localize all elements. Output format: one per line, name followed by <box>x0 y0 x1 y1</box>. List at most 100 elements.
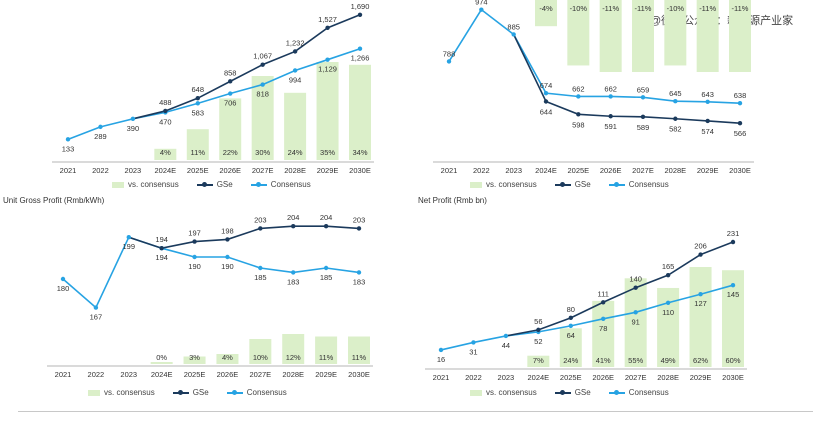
bar-vs-consensus <box>183 356 206 364</box>
bar-vs-consensus <box>624 278 647 367</box>
bar-label: 30% <box>255 148 270 157</box>
consensus-point <box>601 316 606 322</box>
consensus-point <box>98 124 103 130</box>
gse-point <box>291 224 296 229</box>
legend-label-consensus: Consensus <box>628 388 669 397</box>
consensus-value-label: 31 <box>469 347 477 356</box>
consensus-point <box>640 95 646 100</box>
x-tick-label: 2022 <box>92 166 109 175</box>
consensus-value-label: 645 <box>669 89 682 98</box>
x-tick-label: 2029E <box>317 166 339 175</box>
consensus-value-label: 52 <box>534 337 542 346</box>
consensus-value-label: 183 <box>287 277 300 286</box>
consensus-point <box>511 32 516 37</box>
bar-vs-consensus <box>150 362 173 364</box>
legend-bar-swatch <box>112 181 124 188</box>
legend-item-consensus: Consensus <box>250 180 311 189</box>
gse-point <box>730 239 736 245</box>
gse-point <box>601 300 606 305</box>
x-tick-label: 2021 <box>60 166 77 175</box>
consensus-value-label: 110 <box>662 308 674 317</box>
legend-item-vs-consensus: vs. consensus <box>470 388 537 397</box>
legend-gse-swatch <box>554 181 571 187</box>
gse-value-label: 165 <box>662 262 675 271</box>
consensus-value-label: 190 <box>221 262 234 271</box>
bar-vs-consensus <box>219 98 242 160</box>
legend-label-gse: GSe <box>192 388 209 397</box>
consensus-point <box>258 265 263 271</box>
x-tick-label: 2027E <box>252 166 274 175</box>
gse-value-label: 598 <box>572 120 585 129</box>
gse-point <box>640 114 646 120</box>
bar-label: 41% <box>596 356 611 365</box>
legend-item-gse: GSe <box>554 388 591 397</box>
consensus-value-label: 1,129 <box>318 65 337 74</box>
bar-vs-consensus <box>599 0 622 72</box>
bar-vs-consensus <box>282 334 305 364</box>
consensus-point <box>471 340 476 345</box>
gse-point <box>292 49 298 54</box>
bar-label: 49% <box>661 356 676 365</box>
x-tick-label: 2029E <box>697 166 719 175</box>
gse-value-label: 1,067 <box>253 52 272 61</box>
consensus-point <box>195 101 200 106</box>
consensus-point <box>323 265 329 271</box>
consensus-line <box>448 8 741 104</box>
gse-value-label: 140 <box>629 275 642 284</box>
gse-value-label: 589 <box>637 123 650 132</box>
legend-label-gse: GSe <box>574 180 591 189</box>
consensus-value-label: 638 <box>734 91 747 100</box>
bar-label: 7% <box>533 356 544 365</box>
legend-label-consensus: Consensus <box>628 180 669 189</box>
consensus-value-label: 185 <box>254 273 267 282</box>
consensus-value-label: 199 <box>123 242 136 251</box>
consensus-value-label: 994 <box>289 75 302 84</box>
consensus-value-label: 706 <box>224 99 237 108</box>
consensus-line <box>440 284 734 351</box>
consensus-value-label: 788 <box>443 49 456 58</box>
consensus-point <box>225 254 230 260</box>
chart-panel-bottom-left: Unit Gross Profit (Rmb/kWh) 0% 3% 4% 10% 12%… <box>0 196 400 406</box>
gse-value-label: 1,690 <box>351 2 370 11</box>
gse-point <box>543 99 549 104</box>
bar-vs-consensus <box>249 339 272 364</box>
bar-label: 35% <box>320 148 335 157</box>
bar-label: -4% <box>539 4 553 13</box>
gse-value-label: 111 <box>598 289 609 298</box>
gse-point <box>536 327 541 333</box>
legend-label-consensus: Consensus <box>246 388 287 397</box>
consensus-point <box>446 59 452 64</box>
chart-panel-top-left: 4% 11% 22% 30% 24% 35% 34% 2021 2022 2023 2024E 202… <box>0 0 400 200</box>
consensus-point <box>543 90 549 96</box>
bar-label: -11% <box>699 4 716 13</box>
consensus-point <box>126 235 131 240</box>
bar-label: 34% <box>352 148 367 157</box>
legend-gse-swatch <box>554 389 571 395</box>
x-tick-label: 2030E <box>349 166 371 175</box>
bar-vs-consensus <box>154 148 177 160</box>
gse-point <box>633 285 638 290</box>
gse-point <box>192 239 197 244</box>
consensus-value-label: 190 <box>188 262 201 271</box>
gse-value-label: 80 <box>567 305 575 314</box>
bar-vs-consensus <box>657 287 680 367</box>
x-tick-label: 2024E <box>527 373 549 382</box>
x-tick-label: 2022 <box>473 166 490 175</box>
consensus-line <box>62 236 360 309</box>
legend-label-vs-consensus: vs. consensus <box>104 388 155 397</box>
gse-value-label: 1,232 <box>286 38 305 47</box>
legend-consensus-swatch <box>250 181 267 187</box>
legend-item-consensus: Consensus <box>608 388 669 397</box>
x-tick-label: 2028E <box>657 373 679 382</box>
chart-title-unit-gross-profit: Unit Gross Profit (Rmb/kWh) <box>3 196 105 205</box>
x-tick-label: 2023 <box>505 166 522 175</box>
gse-value-label: 648 <box>192 85 205 94</box>
legend-item-gse: GSe <box>554 180 591 189</box>
consensus-value-label: 662 <box>604 84 617 93</box>
consensus-point <box>730 282 736 288</box>
legend-consensus-swatch <box>608 181 625 187</box>
gse-point <box>163 108 168 114</box>
consensus-value-label: 180 <box>57 284 70 293</box>
gse-line <box>512 34 741 124</box>
consensus-point <box>438 347 444 353</box>
